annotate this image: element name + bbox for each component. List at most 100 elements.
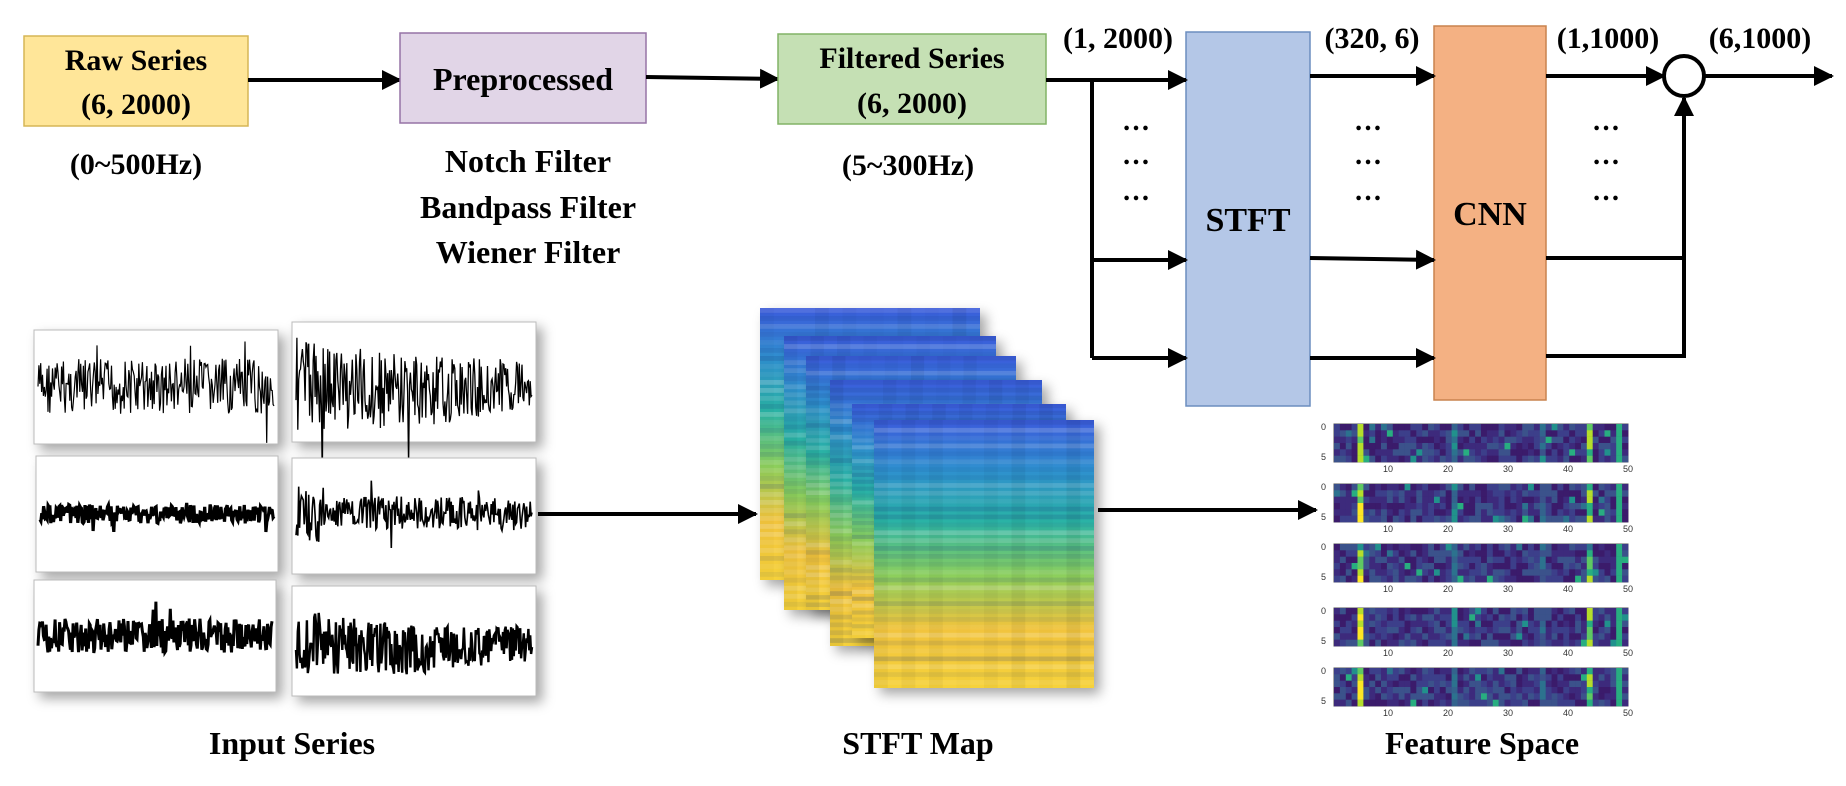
heatmap-cell (1469, 674, 1476, 681)
heatmap-cell (1457, 550, 1464, 557)
heatmap-cell (1551, 490, 1558, 497)
heatmap-cell (1498, 563, 1505, 570)
heatmap-cell (1451, 509, 1458, 516)
heatmap-cell (1551, 633, 1558, 640)
heatmap-cell (1398, 556, 1405, 564)
heatmap-cell (1351, 455, 1358, 463)
heatmap-cell (1345, 699, 1352, 707)
heatmap-cell (1592, 503, 1599, 510)
heatmap-cell (1563, 503, 1570, 510)
heatmap-cell (1434, 563, 1441, 570)
heatmap-cell (1463, 436, 1470, 444)
heatmap-cell (1510, 443, 1517, 450)
heatmap-cell (1569, 680, 1576, 688)
heatmap-cell (1486, 633, 1494, 640)
heatmap-cell (1575, 627, 1582, 634)
heatmap-cell (1533, 509, 1541, 516)
heatmap-cell (1486, 699, 1494, 707)
heatmap-cell (1357, 515, 1364, 523)
heatmap-cell (1533, 699, 1541, 707)
heatmap-cell (1439, 509, 1446, 516)
heatmap-cell (1439, 484, 1446, 491)
heatmap-cell (1557, 639, 1564, 647)
heatmap-cell (1504, 556, 1511, 564)
heatmap-cell (1369, 484, 1376, 491)
heatmap-cell (1434, 443, 1441, 450)
heatmap-cell (1386, 556, 1394, 564)
heatmap-cell (1616, 496, 1623, 504)
heatmap-cell (1381, 424, 1388, 431)
heatmap-cell (1375, 633, 1382, 640)
heatmap-cell (1386, 608, 1394, 615)
heatmap-cell (1416, 668, 1423, 675)
heatmap-cell (1486, 430, 1494, 437)
heatmap-cell (1428, 575, 1435, 583)
heatmap-cell (1439, 496, 1446, 504)
heatmap-cell (1398, 503, 1405, 510)
heatmap-cell (1445, 509, 1452, 516)
x-tick-label: 50 (1623, 524, 1633, 534)
heatmap-cell (1339, 608, 1347, 615)
heatmap-cell (1404, 633, 1411, 640)
heatmap-cell (1375, 484, 1382, 491)
heatmap-cell (1545, 575, 1552, 583)
heatmap-cell (1445, 544, 1452, 551)
heatmap-cell (1469, 575, 1476, 583)
heatmap-cell (1439, 608, 1446, 615)
heatmap-cell (1492, 614, 1499, 621)
heatmap-cell (1616, 515, 1623, 523)
heatmap-cell (1604, 550, 1611, 557)
heatmap-cell (1481, 575, 1488, 583)
heatmap-cell (1504, 490, 1511, 497)
heatmap-cell (1475, 424, 1482, 431)
heatmap-cell (1581, 674, 1588, 681)
heatmap-cell (1492, 639, 1499, 647)
heatmap-cell (1504, 627, 1511, 634)
heatmap-cell (1386, 503, 1394, 510)
heatmap-cell (1392, 544, 1399, 551)
x-tick-label: 10 (1383, 524, 1393, 534)
stft-band (874, 451, 1094, 457)
heatmap-cell (1581, 608, 1588, 615)
heatmap-cell (1498, 484, 1505, 491)
heatmap-cell (1334, 503, 1341, 510)
heatmap-cell (1545, 496, 1552, 504)
heatmap-cell (1469, 633, 1476, 640)
heatmap-cell (1610, 449, 1617, 456)
heatmap-cell (1563, 569, 1570, 576)
heatmap-cell (1481, 693, 1488, 700)
stft-band (874, 601, 1094, 606)
stft-band (784, 336, 996, 341)
heatmap-cell (1592, 515, 1599, 523)
stft-column-shade (1011, 420, 1026, 688)
heatmap-cell (1422, 699, 1429, 707)
heatmap-cell (1533, 627, 1541, 634)
heatmap-cell (1339, 569, 1347, 576)
heatmap-cell (1339, 693, 1347, 700)
heatmap-cell (1533, 455, 1541, 463)
heatmap-cell (1610, 680, 1617, 688)
heatmap-cell (1592, 674, 1599, 681)
heatmap-cell (1498, 639, 1505, 647)
heatmap-cell (1434, 449, 1441, 456)
heatmap-cell (1616, 556, 1623, 564)
heatmap-cell (1439, 436, 1446, 444)
heatmap-cell (1557, 556, 1564, 564)
heatmap-cell (1439, 550, 1446, 557)
ellipsis-mark: … (1122, 106, 1150, 137)
heatmap-cell (1539, 668, 1546, 675)
heatmap-cell (1463, 614, 1470, 621)
heatmap-cell (1533, 680, 1541, 688)
heatmap-cell (1504, 503, 1511, 510)
heatmap-cell (1610, 668, 1617, 675)
heatmap-cell (1392, 515, 1399, 523)
stft-band (874, 514, 1094, 520)
heatmap-cell (1434, 556, 1441, 564)
heatmap-cell (1404, 674, 1411, 681)
heatmap-cell (1575, 455, 1582, 463)
heatmap-cell (1416, 575, 1423, 583)
heatmap-cell (1569, 490, 1576, 497)
heatmap-cell (1604, 687, 1611, 694)
heatmap-cell (1575, 693, 1582, 700)
heatmap-cell (1475, 515, 1482, 523)
